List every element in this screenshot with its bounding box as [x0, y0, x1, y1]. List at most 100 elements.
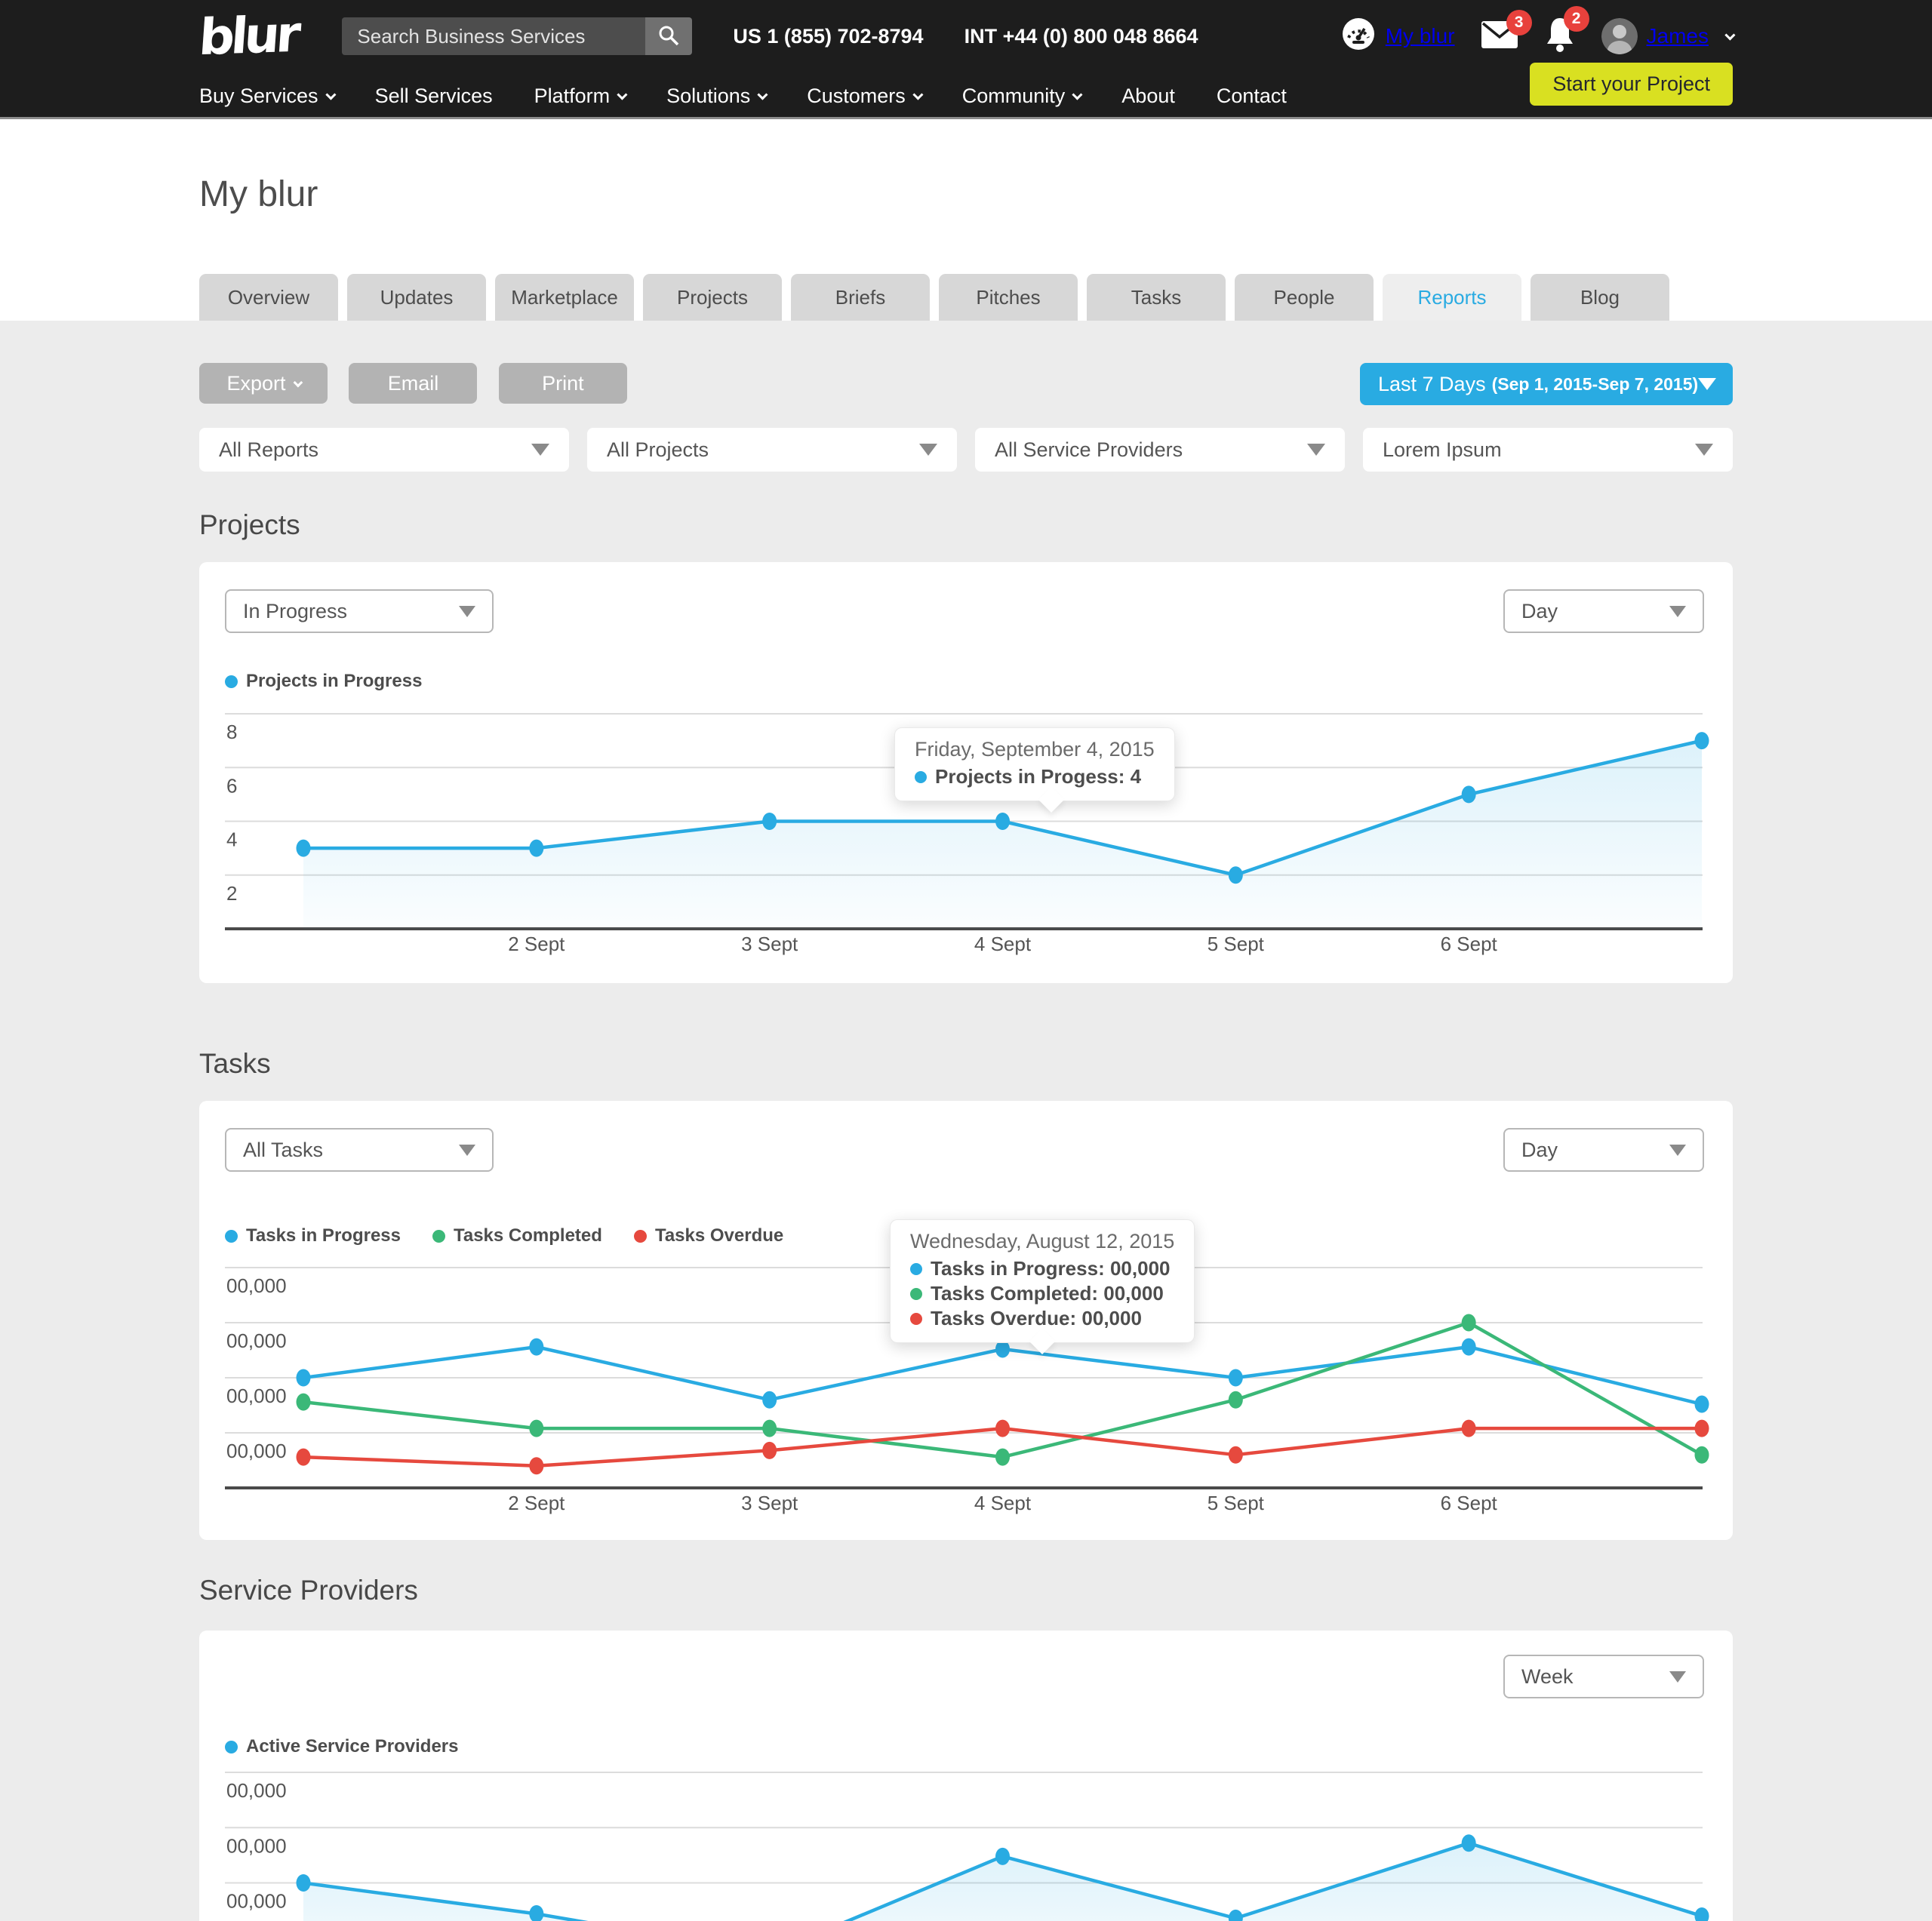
data-point[interactable] — [296, 839, 311, 857]
tab-overview[interactable]: Overview — [199, 274, 338, 321]
projects-status-select[interactable]: In Progress — [225, 589, 494, 633]
data-point[interactable] — [762, 813, 777, 830]
search-input[interactable] — [342, 17, 646, 55]
providers-interval-select[interactable]: Week — [1503, 1655, 1704, 1698]
report-toolbar: Export Email Print Last 7 Days (Sep 1, 2… — [199, 363, 1733, 405]
data-point[interactable] — [296, 1369, 311, 1387]
user-menu[interactable]: James — [1601, 18, 1736, 54]
data-point[interactable] — [1694, 1446, 1709, 1464]
data-point[interactable] — [995, 1847, 1010, 1865]
tab-tasks[interactable]: Tasks — [1087, 274, 1226, 321]
data-point[interactable] — [995, 1448, 1010, 1466]
search-bar — [342, 17, 693, 55]
chevron-down-icon — [1724, 29, 1736, 41]
data-point[interactable] — [1228, 1909, 1243, 1921]
data-point[interactable] — [529, 1905, 544, 1921]
legend-dot-icon — [225, 1229, 238, 1243]
data-point[interactable] — [995, 1419, 1010, 1437]
data-point[interactable] — [995, 1340, 1010, 1358]
y-axis-label: 8 — [226, 721, 237, 743]
tab-reports[interactable]: Reports — [1383, 274, 1521, 321]
tasks-interval-select[interactable]: Day — [1503, 1128, 1704, 1172]
data-point[interactable] — [1461, 1834, 1476, 1852]
data-point[interactable] — [1694, 732, 1709, 750]
tasks-section-title: Tasks — [199, 1048, 271, 1079]
x-axis-label: 4 Sept — [974, 933, 1032, 955]
date-range-value: (Sep 1, 2015-Sep 7, 2015) — [1491, 373, 1699, 394]
data-point[interactable] — [529, 1419, 544, 1437]
nav-about[interactable]: About — [1121, 84, 1175, 107]
data-point[interactable] — [1461, 1314, 1476, 1332]
legend-item: Tasks in Progress — [225, 1225, 401, 1246]
data-point[interactable] — [529, 1338, 544, 1356]
messages-button[interactable]: 3 — [1481, 9, 1532, 53]
date-range-select[interactable]: Last 7 Days (Sep 1, 2015-Sep 7, 2015) — [1360, 363, 1733, 405]
nav-buy-services[interactable]: Buy Services — [199, 85, 337, 108]
bell-icon — [1544, 17, 1576, 56]
start-project-button[interactable]: Start your Project — [1530, 63, 1733, 106]
nav-solutions[interactable]: Solutions — [666, 85, 768, 108]
my-blur-link[interactable]: My blur — [1342, 17, 1455, 56]
tab-people[interactable]: People — [1235, 274, 1374, 321]
data-point[interactable] — [995, 813, 1010, 830]
nav-contact[interactable]: Contact — [1216, 84, 1287, 107]
user-name: James — [1646, 24, 1709, 48]
providers-chart[interactable]: 00,000 00,000 00,000 — [225, 1760, 1709, 1921]
projects-interval-select[interactable]: Day — [1503, 589, 1704, 633]
tab-marketplace[interactable]: Marketplace — [495, 274, 634, 321]
notifications-badge: 2 — [1563, 5, 1589, 32]
nav-community[interactable]: Community — [962, 85, 1083, 108]
print-button[interactable]: Print — [498, 363, 627, 404]
data-point[interactable] — [1461, 1419, 1476, 1437]
data-point[interactable] — [762, 1419, 777, 1437]
projects-chart[interactable]: 8 6 4 2 2 Sept 3 Sept 4 Sept 5 Sept 6 Sept — [225, 692, 1709, 956]
y-axis-label: 00,000 — [226, 1440, 287, 1462]
data-point[interactable] — [1228, 1446, 1243, 1464]
tab-blog[interactable]: Blog — [1531, 274, 1669, 321]
tab-updates[interactable]: Updates — [347, 274, 486, 321]
data-point[interactable] — [296, 1448, 311, 1466]
export-button[interactable]: Export — [199, 363, 328, 404]
data-point[interactable] — [529, 839, 544, 857]
triangle-down-icon — [1695, 444, 1713, 456]
series-dot-icon — [910, 1287, 922, 1300]
tab-pitches[interactable]: Pitches — [939, 274, 1078, 321]
tab-briefs[interactable]: Briefs — [791, 274, 930, 321]
data-point[interactable] — [1694, 1907, 1709, 1921]
reports-filter-select[interactable]: All Reports — [199, 428, 569, 472]
main-nav: Buy Services Sell Services Platform Solu… — [199, 72, 1287, 119]
tab-projects[interactable]: Projects — [643, 274, 782, 321]
data-point[interactable] — [296, 1874, 311, 1892]
nav-sell-services[interactable]: Sell Services — [374, 84, 493, 107]
data-point[interactable] — [1694, 1395, 1709, 1413]
other-filter-select[interactable]: Lorem Ipsum — [1363, 428, 1733, 472]
series-dot-icon — [910, 1312, 922, 1325]
data-point[interactable] — [762, 1441, 777, 1459]
data-point[interactable] — [529, 1457, 544, 1475]
date-range-label: Last 7 Days — [1378, 372, 1486, 395]
data-point[interactable] — [1228, 1369, 1243, 1387]
email-button[interactable]: Email — [349, 363, 478, 404]
providers-filter-select[interactable]: All Service Providers — [975, 428, 1345, 472]
data-point[interactable] — [1461, 785, 1476, 804]
triangle-down-icon — [1698, 378, 1717, 390]
providers-card: Week Active Service Providers 00,000 00,0… — [199, 1631, 1733, 1921]
tasks-filter-select[interactable]: All Tasks — [225, 1128, 494, 1172]
projects-filter-select[interactable]: All Projects — [587, 428, 957, 472]
data-point[interactable] — [762, 1391, 777, 1409]
data-point[interactable] — [296, 1393, 311, 1411]
data-point[interactable] — [1461, 1338, 1476, 1356]
avatar — [1601, 18, 1638, 54]
data-point[interactable] — [1228, 866, 1243, 884]
data-point[interactable] — [1694, 1419, 1709, 1437]
chevron-down-icon — [1072, 89, 1083, 100]
filters-row: All Reports All Projects All Service Pro… — [199, 428, 1733, 472]
x-axis-label: 3 Sept — [741, 933, 798, 955]
nav-platform[interactable]: Platform — [534, 85, 628, 108]
x-axis-label: 6 Sept — [1441, 1492, 1498, 1514]
notifications-button[interactable]: 2 — [1544, 5, 1589, 57]
contact-phones: US 1 (855) 702-8794 INT +44 (0) 800 048 … — [733, 25, 1198, 48]
data-point[interactable] — [1228, 1391, 1243, 1409]
search-button[interactable] — [645, 17, 693, 55]
nav-customers[interactable]: Customers — [807, 85, 924, 108]
